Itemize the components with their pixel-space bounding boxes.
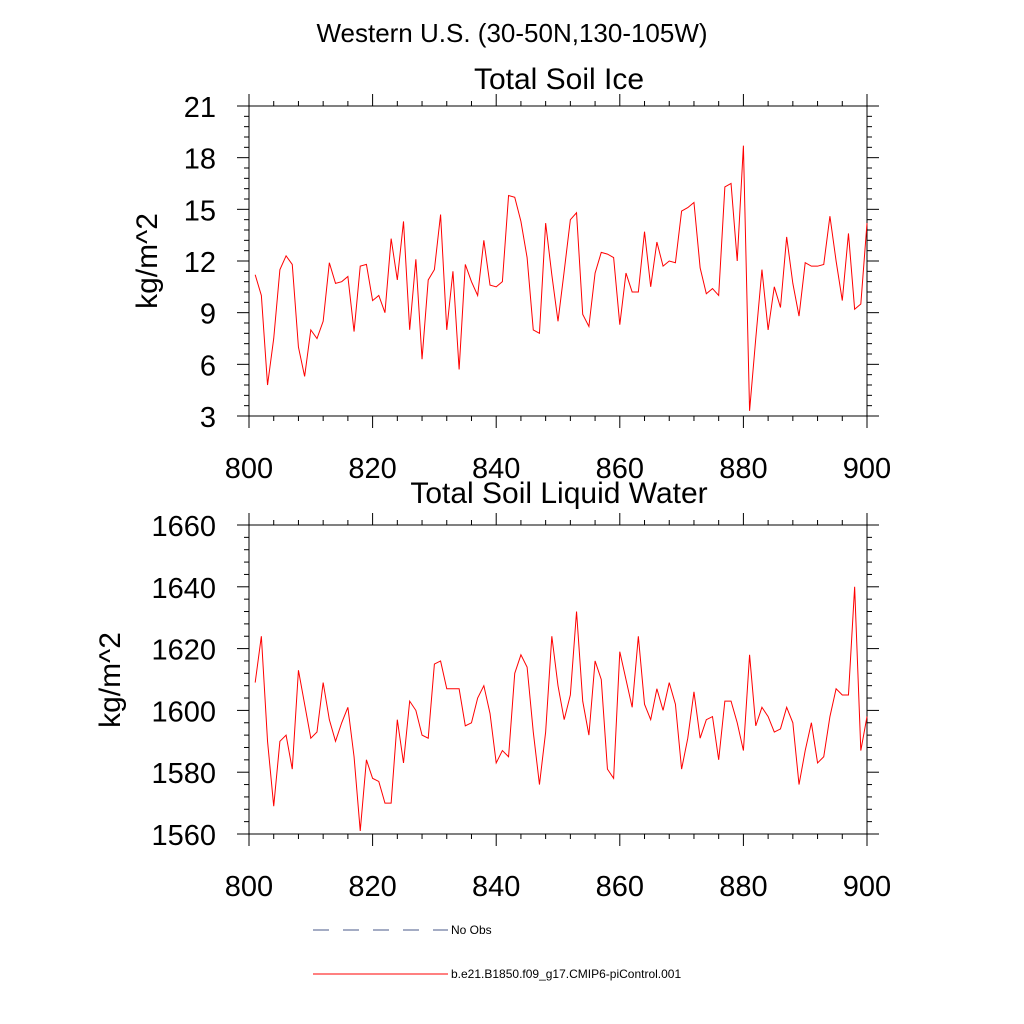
plot-area: 800 820 840 860 880 900 3 6 9 12 15 18 21 bbox=[184, 92, 891, 485]
y-tick-label: 1560 bbox=[151, 820, 216, 852]
legend-label-no-obs: No Obs bbox=[451, 923, 492, 937]
series-line bbox=[254, 586, 868, 831]
y-tick-label: 1580 bbox=[151, 758, 216, 790]
x-tick-label: 800 bbox=[225, 871, 273, 903]
x-tick-label: 880 bbox=[719, 453, 767, 485]
y-tick-label: 1660 bbox=[151, 511, 216, 543]
panel-total-soil-liquid-water: Total Soil Liquid Water kg/m^2 800 820 840… bbox=[94, 477, 891, 903]
y-axis-label: kg/m^2 bbox=[94, 632, 127, 728]
y-tick-label: 18 bbox=[184, 144, 216, 176]
x-tick-label: 840 bbox=[472, 453, 520, 485]
x-tick-label: 860 bbox=[596, 871, 644, 903]
y-tick-label: 9 bbox=[200, 299, 216, 331]
y-tick-label: 6 bbox=[200, 350, 216, 382]
plot-area: 800 820 840 860 880 900 1560 1580 1600 1620 1640 16… bbox=[151, 511, 891, 903]
x-tick-label: 840 bbox=[472, 871, 520, 903]
series-line bbox=[254, 145, 868, 411]
x-tick-label: 820 bbox=[348, 453, 396, 485]
legend: No Obs b.e21.B1850.f09_g17.CMIP6-piContr… bbox=[313, 923, 681, 981]
x-tick-label: 860 bbox=[596, 453, 644, 485]
x-tick-label: 900 bbox=[843, 871, 891, 903]
panel-title: Total Soil Ice bbox=[474, 63, 644, 96]
y-tick-label: 3 bbox=[200, 402, 216, 434]
y-tick-label: 1640 bbox=[151, 573, 216, 605]
plot-frame bbox=[248, 105, 868, 417]
y-tick-label: 15 bbox=[184, 195, 216, 227]
figure-suptitle: Western U.S. (30-50N,130-105W) bbox=[316, 18, 707, 48]
x-tick-label: 820 bbox=[348, 871, 396, 903]
x-tick-label: 800 bbox=[225, 453, 273, 485]
y-tick-label: 1620 bbox=[151, 635, 216, 667]
legend-label-model: b.e21.B1850.f09_g17.CMIP6-piControl.001 bbox=[451, 967, 681, 981]
y-tick-label: 12 bbox=[184, 247, 216, 279]
panel-title: Total Soil Liquid Water bbox=[410, 477, 707, 510]
x-tick-label: 900 bbox=[843, 453, 891, 485]
x-tick-label: 880 bbox=[719, 871, 767, 903]
panel-total-soil-ice: Total Soil Ice kg/m^2 800 820 840 860 880 900… bbox=[131, 63, 891, 485]
y-tick-label: 1600 bbox=[151, 696, 216, 728]
plot-frame bbox=[248, 524, 868, 835]
y-axis-label: kg/m^2 bbox=[131, 213, 164, 309]
y-tick-label: 21 bbox=[184, 92, 216, 124]
